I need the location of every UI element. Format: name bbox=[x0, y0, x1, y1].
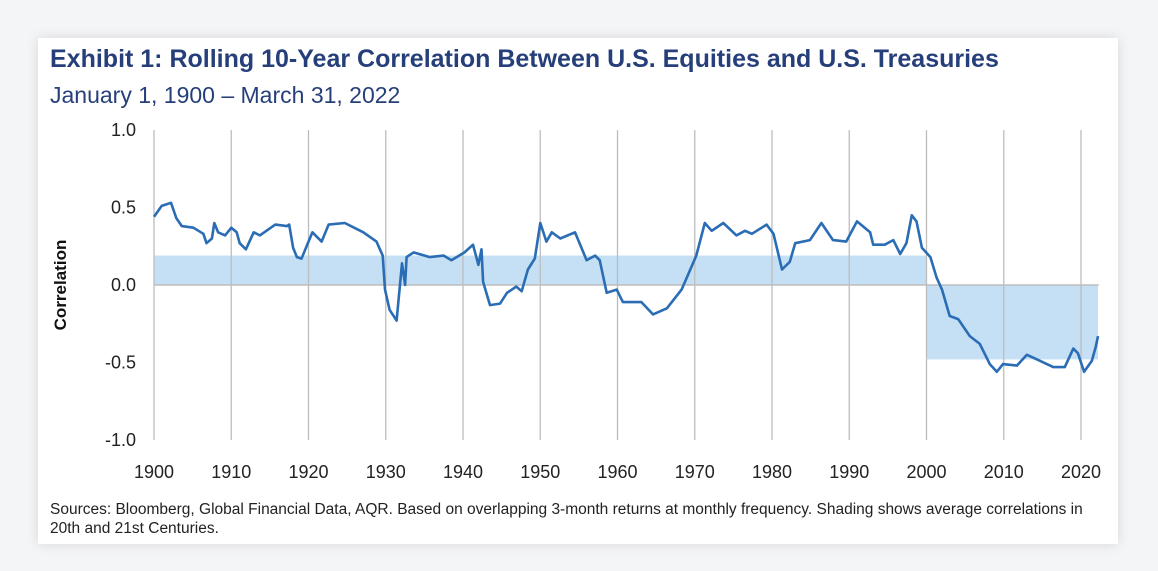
correlation-line bbox=[152, 201, 1100, 374]
x-tick-label: 1990 bbox=[829, 462, 869, 482]
x-tick-label: 1920 bbox=[288, 462, 328, 482]
x-tick-label: 1910 bbox=[211, 462, 251, 482]
x-tick-label: 2010 bbox=[984, 462, 1024, 482]
y-tick-label: 0.0 bbox=[111, 275, 136, 295]
source-note: Sources: Bloomberg, Global Financial Dat… bbox=[50, 501, 1083, 537]
x-tick-label: 1940 bbox=[443, 462, 483, 482]
x-tick-label: 2000 bbox=[906, 462, 946, 482]
shading-band-1 bbox=[926, 285, 1098, 360]
x-tick-label: 1900 bbox=[134, 462, 174, 482]
x-tick-label: 1970 bbox=[675, 462, 715, 482]
x-tick-label: 1930 bbox=[366, 462, 406, 482]
y-tick-label: 1.0 bbox=[111, 120, 136, 140]
chart-title: Exhibit 1: Rolling 10-Year Correlation B… bbox=[50, 45, 999, 73]
x-tick-label: 1950 bbox=[520, 462, 560, 482]
y-axis-label: Correlation bbox=[51, 240, 70, 331]
y-tick-label: -0.5 bbox=[105, 353, 136, 373]
x-tick-label: 1960 bbox=[597, 462, 637, 482]
x-tick-label: 2020 bbox=[1061, 462, 1101, 482]
chart-subtitle: January 1, 1900 – March 31, 2022 bbox=[50, 82, 401, 108]
y-tick-label: -1.0 bbox=[105, 430, 136, 450]
y-tick-label: 0.5 bbox=[111, 198, 136, 218]
x-tick-label: 1980 bbox=[752, 462, 792, 482]
